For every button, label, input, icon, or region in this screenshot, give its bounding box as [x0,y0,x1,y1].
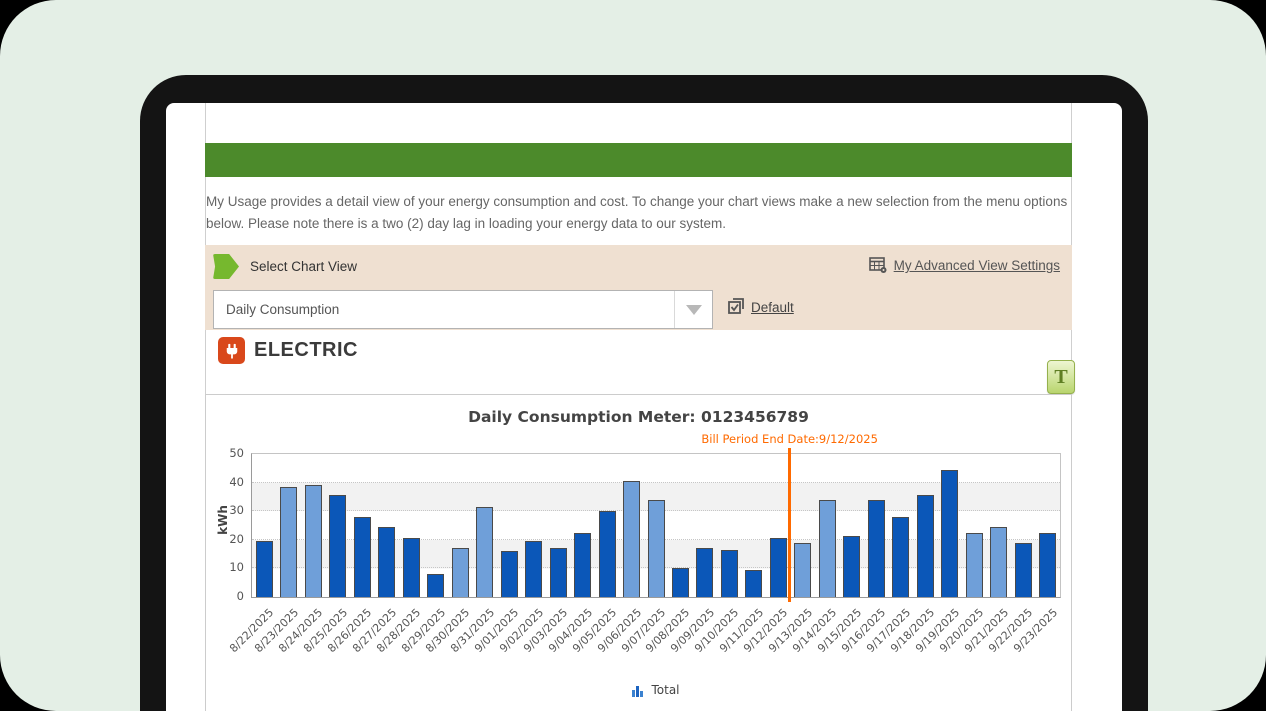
y-tick-50: 50 [229,446,244,460]
bar-9/16/2025[interactable] [867,499,885,597]
bar-9/01/2025[interactable] [500,551,518,597]
chart-view-dropdown-value: Daily Consumption [226,302,340,317]
bar-9/04/2025[interactable] [574,532,592,597]
dropdown-arrow-box [674,291,712,328]
gridline-40 [252,481,1060,483]
bar-8/30/2025[interactable] [451,548,469,597]
bar-9/19/2025[interactable] [941,469,959,597]
y-tick-30: 30 [229,503,244,518]
y-tick-40: 40 [229,474,244,489]
bar-8/27/2025[interactable] [378,526,396,597]
bill-period-end-line [788,448,792,602]
y-tick-20: 20 [229,531,244,546]
section-header-bar [205,143,1072,177]
chart-title: Daily Consumption Meter: 0123456789 [468,408,809,426]
bar-9/06/2025[interactable] [623,481,640,597]
legend-label: Total [651,683,680,697]
bar-9/13/2025[interactable] [794,542,812,597]
default-link[interactable]: Default [727,298,794,316]
bar-9/14/2025[interactable] [818,499,836,597]
bar-8/29/2025[interactable] [427,574,445,597]
chart-view-dropdown[interactable]: Daily Consumption [213,290,713,329]
plot-area [251,453,1061,598]
electric-plug-icon [218,337,245,364]
bar-8/23/2025[interactable] [280,486,298,597]
chart-legend: Total [206,683,1071,697]
bar-9/12/2025[interactable] [769,538,787,597]
set-default-icon [728,298,744,314]
electric-section-title: ELECTRIC [254,339,358,361]
bar-9/20/2025[interactable] [965,532,983,597]
bar-8/25/2025[interactable] [329,495,347,597]
bar-8/24/2025[interactable] [304,485,322,597]
intro-text: My Usage provides a detail view of your … [206,194,1068,231]
bar-8/28/2025[interactable] [402,538,420,597]
tablet-frame: My Usage provides a detail view of your … [140,75,1148,711]
daily-consumption-chart: Daily Consumption Meter: 0123456789 Bill… [205,394,1072,711]
bar-9/05/2025[interactable] [598,511,616,597]
bar-9/22/2025[interactable] [1014,542,1032,597]
green-arrow-icon [213,254,239,279]
bar-chart-icon [632,686,644,697]
advanced-view-settings-link[interactable]: My Advanced View Settings [868,257,1060,274]
table-view-icon[interactable]: T [1047,360,1075,394]
bar-8/22/2025[interactable] [255,541,273,597]
legend-item-total[interactable]: Total [631,683,680,697]
select-chart-view-panel: Select Chart View My Advanced View Setti… [205,245,1072,330]
bar-8/26/2025[interactable] [353,516,371,597]
bar-9/07/2025[interactable] [647,499,665,597]
advanced-view-settings-label: My Advanced View Settings [893,258,1060,273]
tablet-screen: My Usage provides a detail view of your … [166,103,1122,711]
select-chart-view-label: Select Chart View [250,259,358,274]
bar-9/23/2025[interactable] [1039,532,1057,597]
bar-9/21/2025[interactable] [990,526,1008,597]
bar-9/17/2025[interactable] [892,516,910,597]
electric-section-header: ELECTRIC [218,337,358,364]
bar-9/02/2025[interactable] [525,541,543,597]
bar-9/03/2025[interactable] [549,548,567,597]
bar-9/11/2025[interactable] [745,569,763,597]
default-link-label: Default [751,299,794,315]
bar-9/08/2025[interactable] [671,568,689,597]
chevron-down-icon [685,304,702,315]
bar-9/10/2025[interactable] [720,549,738,597]
bar-9/09/2025[interactable] [696,548,714,597]
bar-8/31/2025[interactable] [476,506,494,597]
bar-9/18/2025[interactable] [916,495,934,597]
bar-9/15/2025[interactable] [843,535,861,597]
bill-period-annotation: Bill Period End Date:9/12/2025 [701,432,878,446]
y-tick-10: 10 [229,560,244,575]
y-tick-0: 0 [236,589,244,603]
calendar-gear-icon [868,257,887,273]
